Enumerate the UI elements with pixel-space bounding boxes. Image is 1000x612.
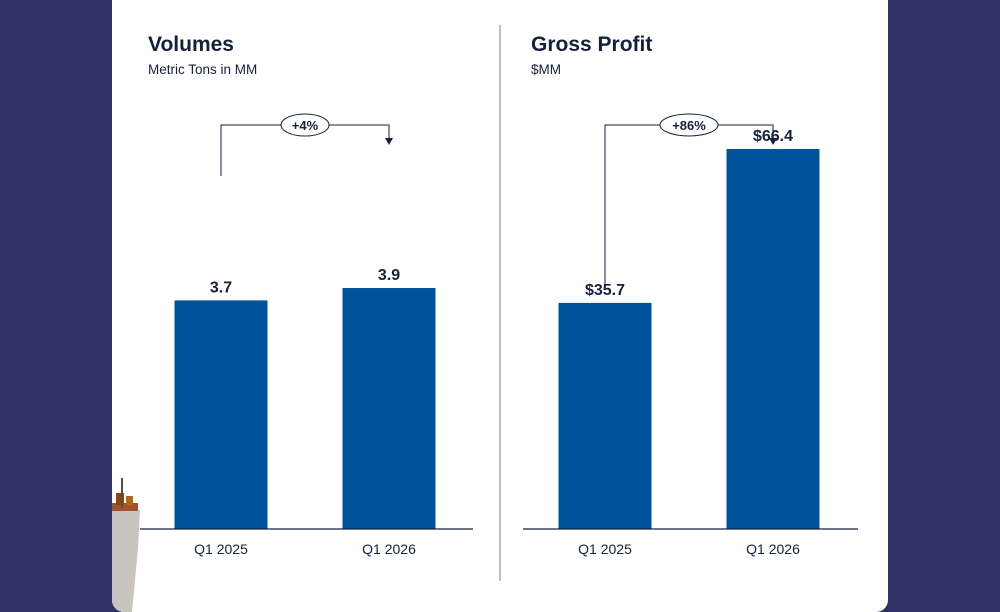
gross-profit-tick-q1-2025: Q1 2025 xyxy=(578,541,632,557)
volumes-change-badge xyxy=(280,113,330,137)
volumes-bar-q1-2025 xyxy=(174,300,268,529)
volumes-chart: Volumes Metric Tons in MM +4% 3.7 3.9 Q1… xyxy=(140,33,473,557)
chart-card: Volumes Metric Tons in MM +4% 3.7 3.9 Q1… xyxy=(112,0,888,612)
volumes-value-label-q1-2026: 3.9 xyxy=(378,267,400,284)
volumes-bar-q1-2026 xyxy=(342,288,436,529)
gross-profit-value-label-q1-2025: $35.7 xyxy=(585,282,625,299)
gross-profit-change-label: +86% xyxy=(672,118,706,133)
gross-profit-bar-q1-2026 xyxy=(726,149,820,529)
volumes-change-label: +4% xyxy=(292,118,319,133)
gross-profit-value-label-q1-2026: $66.4 xyxy=(753,128,793,145)
volumes-change-connector: +4% xyxy=(220,113,393,176)
gross-profit-chart: Gross Profit $MM +86% $35.7 $66.4 Q1 202… xyxy=(523,33,858,557)
gross-profit-tick-q1-2026: Q1 2026 xyxy=(746,541,800,557)
gross-profit-subtitle: $MM xyxy=(531,62,561,77)
gross-profit-title: Gross Profit xyxy=(531,33,652,56)
volumes-value-label-q1-2025: 3.7 xyxy=(210,279,232,296)
volumes-tick-q1-2026: Q1 2026 xyxy=(362,541,416,557)
ship-image xyxy=(112,478,140,612)
volumes-tick-q1-2025: Q1 2025 xyxy=(194,541,248,557)
gross-profit-change-connector: +86% xyxy=(604,113,777,288)
gross-profit-bar-q1-2025 xyxy=(558,302,652,529)
gross-profit-change-badge xyxy=(659,113,719,137)
volumes-subtitle: Metric Tons in MM xyxy=(148,62,257,77)
volumes-title: Volumes xyxy=(148,33,234,56)
charts-canvas: Volumes Metric Tons in MM +4% 3.7 3.9 Q1… xyxy=(112,25,858,612)
volumes-change-arrowhead xyxy=(385,138,393,145)
gross-profit-change-arrowhead xyxy=(769,138,777,145)
